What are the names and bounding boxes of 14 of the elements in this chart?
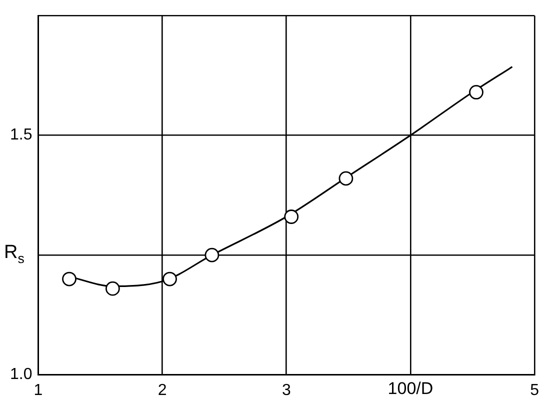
point: [105, 281, 120, 296]
x-tick-label: 1: [34, 382, 43, 399]
point: [62, 272, 76, 286]
y-tick-label: 1.5: [10, 126, 32, 144]
x-tick-label: 3: [282, 382, 291, 399]
point: [204, 248, 220, 262]
point: [284, 210, 299, 224]
point: [469, 85, 484, 100]
point: [162, 272, 177, 286]
x-tick-label: 2: [158, 382, 167, 399]
y-tick-label: 1.0: [10, 366, 32, 384]
x-tick-label: 5: [530, 382, 540, 399]
point: [338, 171, 354, 186]
x-axis-title: 100/D: [388, 378, 434, 398]
